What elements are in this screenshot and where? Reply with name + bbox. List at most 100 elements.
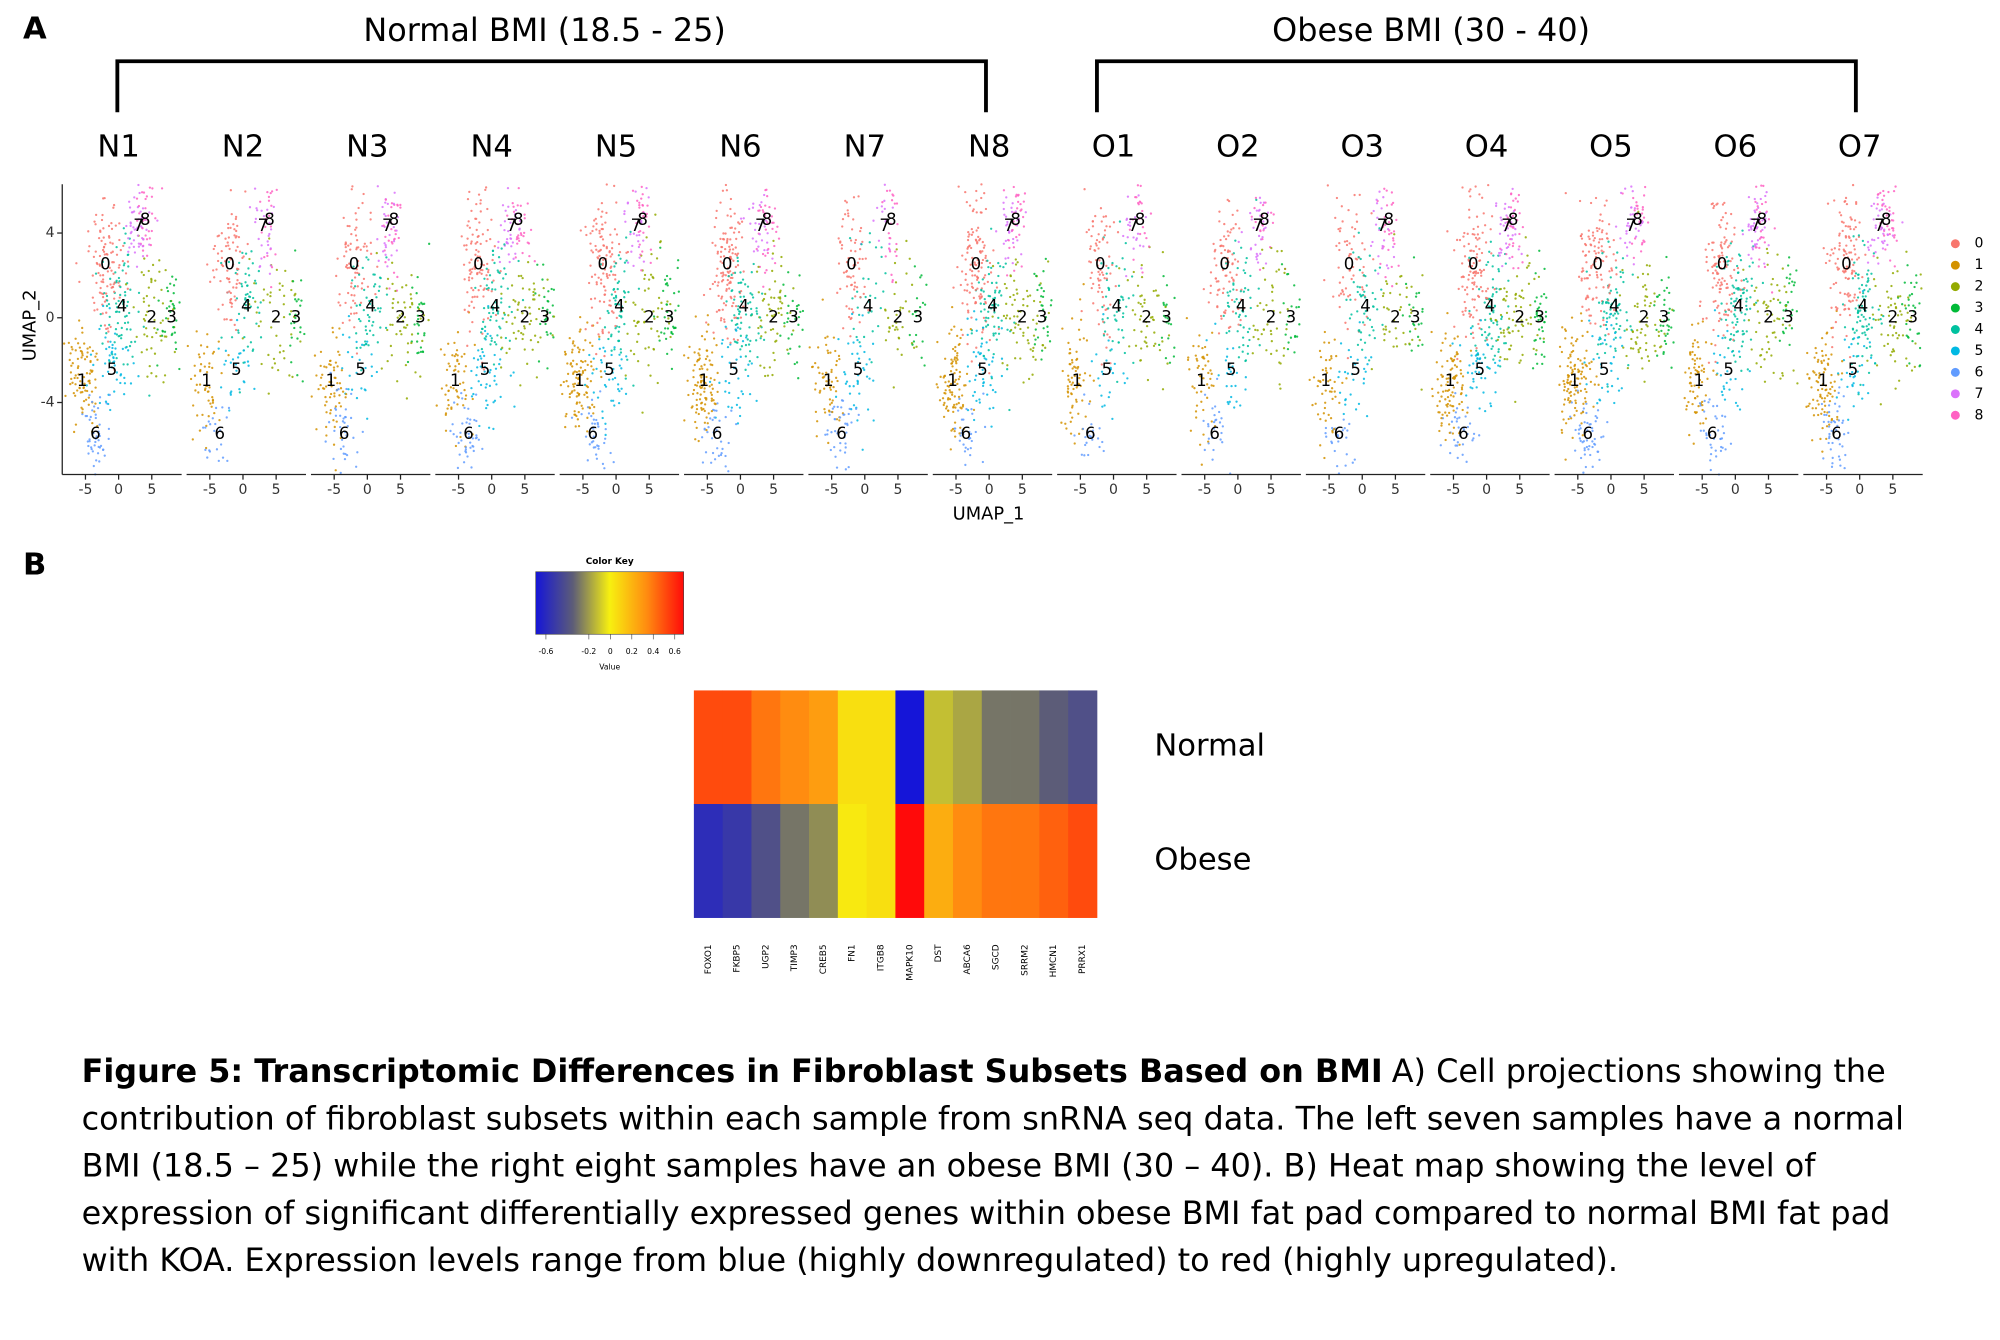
cell-dot: [1249, 211, 1252, 215]
cell-dot: [243, 316, 246, 320]
cell-dot: [589, 232, 592, 235]
cell-dot: [1353, 227, 1357, 231]
sample-label: N1: [97, 130, 139, 165]
cluster-label: 8: [140, 210, 151, 229]
cell-dot: [394, 289, 397, 293]
cell-dot: [161, 319, 164, 322]
cell-dot: [103, 300, 107, 303]
cluster-label: 8: [637, 210, 648, 229]
cell-dot: [527, 242, 531, 245]
cell-dot: [1145, 341, 1148, 344]
cell-dot: [435, 404, 438, 407]
cell-dot: [171, 275, 174, 278]
cluster-label: 2: [1141, 307, 1152, 326]
cell-dot: [116, 321, 120, 325]
cell-dot: [1356, 285, 1359, 288]
cell-dot: [1230, 395, 1233, 399]
cell-dot: [686, 379, 689, 382]
cell-dot: [837, 237, 840, 240]
cell-dot: [801, 328, 804, 331]
cell-dot: [1094, 242, 1098, 245]
cell-dot: [726, 345, 730, 349]
cell-dot: [855, 286, 859, 289]
cell-dot: [1118, 220, 1122, 223]
cell-dot: [99, 444, 103, 448]
cell-dot: [477, 380, 480, 383]
cell-dot: [707, 323, 710, 326]
cell-dot: [981, 331, 984, 334]
cell-dot: [361, 430, 364, 433]
cell-dot: [329, 392, 333, 396]
cell-dot: [268, 272, 272, 275]
cell-dot: [604, 427, 607, 431]
x-tick-label: -5: [203, 482, 217, 498]
cell-dot: [143, 333, 146, 336]
cell-dot: [342, 216, 345, 220]
cell-dot: [1216, 305, 1219, 309]
cell-dot: [757, 209, 760, 212]
cell-dot: [1416, 335, 1420, 338]
cell-dot: [147, 304, 151, 307]
cell-dot: [1100, 220, 1103, 223]
cell-dot: [992, 406, 995, 410]
cell-dot: [848, 307, 851, 310]
cell-dot: [218, 418, 221, 422]
cell-dot: [834, 376, 838, 379]
x-tick-label: -5: [327, 482, 341, 498]
cell-dot: [1066, 387, 1070, 390]
cell-dot: [391, 323, 394, 327]
cell-dot: [230, 390, 233, 393]
cell-dot: [320, 376, 323, 379]
cell-dot: [964, 278, 967, 281]
cell-dot: [268, 221, 271, 225]
cell-dot: [986, 393, 989, 396]
cell-dot: [843, 451, 847, 454]
cell-dot: [676, 259, 680, 262]
cell-dot: [129, 382, 133, 385]
cell-dot: [113, 364, 116, 367]
cell-dot: [253, 279, 257, 282]
cell-dot: [467, 407, 470, 410]
cell-dot: [479, 383, 483, 387]
cell-dot: [1335, 244, 1338, 248]
cell-dot: [641, 250, 644, 253]
cell-dot: [479, 354, 482, 358]
cell-dot: [1154, 289, 1158, 292]
cell-dot: [757, 326, 760, 330]
cell-dot: [981, 240, 984, 244]
cell-dot: [1005, 196, 1008, 199]
cell-dot: [603, 293, 606, 296]
cluster-label: 1: [450, 371, 461, 390]
cell-dot: [107, 224, 111, 228]
cell-dot: [1417, 291, 1421, 295]
cell-dot: [1344, 321, 1347, 324]
cell-dot: [87, 444, 90, 448]
cell-dot: [462, 263, 466, 266]
cell-dot: [475, 419, 478, 423]
cell-dot: [334, 405, 338, 408]
cell-dot: [405, 284, 408, 287]
cell-dot: [884, 255, 887, 258]
cell-dot: [552, 288, 556, 291]
cell-dot: [1379, 262, 1382, 266]
cell-dot: [1121, 315, 1125, 319]
cell-dot: [612, 273, 615, 276]
cell-dot: [78, 280, 81, 284]
cell-dot: [521, 251, 524, 255]
cell-dot: [1042, 270, 1045, 273]
cell-dot: [817, 346, 820, 349]
cell-dot: [1380, 207, 1383, 210]
cell-dot: [98, 264, 102, 267]
cell-dot: [251, 296, 255, 300]
cell-dot: [1282, 354, 1285, 357]
cell-dot: [746, 338, 749, 341]
cell-dot: [1275, 349, 1278, 352]
cell-dot: [645, 236, 648, 239]
cell-dot: [337, 388, 340, 391]
cell-dot: [354, 228, 357, 231]
cell-dot: [401, 286, 404, 289]
cell-dot: [985, 325, 988, 328]
cell-dot: [591, 344, 594, 348]
cell-dot: [382, 224, 385, 227]
cell-dot: [658, 339, 661, 342]
